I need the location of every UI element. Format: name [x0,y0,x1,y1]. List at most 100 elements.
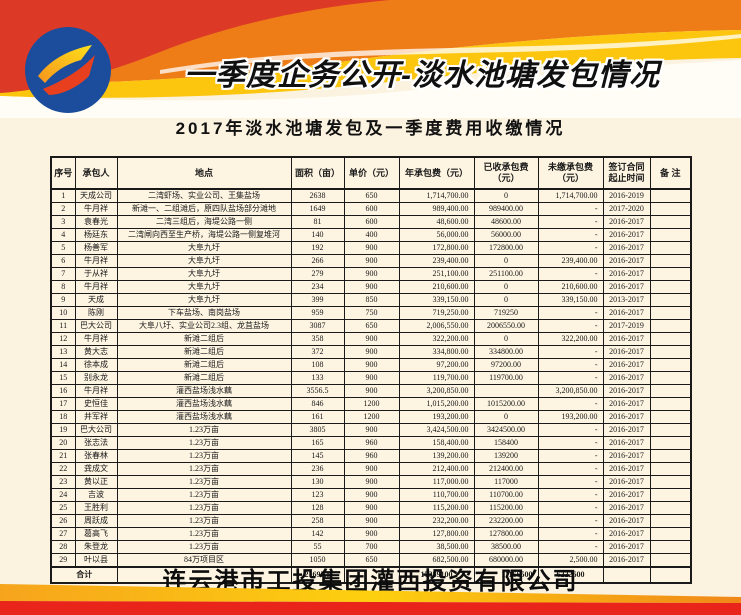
cell-location: 灌西盐场浅水藕 [116,384,292,398]
table-row: 14 徐本成 新滩二组后 108 900 97,200.00 97200.00 … [50,358,692,372]
table-row: 26 周跃成 1.23万亩 258 900 232,200.00 232200.… [50,514,692,528]
cell-annual-fee: 48,600.00 [398,215,475,229]
company-logo-icon [25,27,111,113]
cell-contractor: 朱登龙 [74,540,118,554]
cell-area: 161 [290,410,345,424]
cell-area: 192 [290,241,345,255]
cell-area: 128 [290,501,345,515]
bottom-stripe [0,584,741,615]
cell-location: 新滩二组后 [116,358,292,372]
cell-location: 1.23万亩 [116,501,292,515]
cell-contractor: 袁春光 [74,215,118,229]
cell-seq: 17 [50,397,76,411]
cell-seq: 3 [50,215,76,229]
header-unpaid-fee: 未缴承包费（元） [537,156,604,190]
cell-location: 二湾虾场、实业公司、王集盐场 [116,188,292,203]
cell-annual-fee: 239,400.00 [398,254,475,268]
table-row: 6 牛月祥 大阜九圩 266 900 239,400.00 0 239,400.… [50,254,692,268]
cell-annual-fee: 719,250.00 [398,306,475,320]
cell-location: 下车盐场、南岗盐场 [116,306,292,320]
cell-remark [649,345,692,359]
cell-contract-period: 2016-2017 [602,215,651,229]
cell-contractor: 天成 [74,293,118,307]
cell-unit-price: 900 [343,241,400,255]
cell-area: 55 [290,540,345,554]
cell-seq: 8 [50,280,76,294]
cell-contract-period: 2016-2017 [602,397,651,411]
cell-area: 279 [290,267,345,281]
table-row: 12 牛月祥 新滩二组后 358 900 322,200.00 0 322,20… [50,332,692,346]
cell-received-fee: 3424500.00 [473,423,539,437]
cell-annual-fee: 3,200,850.00 [398,384,475,398]
cell-remark [649,254,692,268]
cell-contractor: 黄大志 [74,345,118,359]
cell-received-fee: 119700.00 [473,371,539,385]
cell-area: 3805 [290,423,345,437]
cell-unpaid-fee: - [537,475,604,489]
total-row: 合计 21695.5 17389100 11166500 6222600 [50,566,692,584]
table-row: 2 牛月祥 新滩一、二组滩后，原四队盐场部分滩地 1649 600 989,40… [50,202,692,216]
cell-unpaid-fee: 322,200.00 [537,332,604,346]
table-row: 13 黄大志 新滩二组后 372 900 334,800.00 334800.0… [50,345,692,359]
cell-contractor: 牛月祥 [74,384,118,398]
header-area: 面积（亩） [290,156,345,190]
cell-contractor: 于从祥 [74,267,118,281]
cell-received-fee: 989400.00 [473,202,539,216]
cell-annual-fee: 212,400.00 [398,462,475,476]
cell-contract-period: 2016-2017 [602,254,651,268]
banner-white-swoosh [160,34,741,74]
table-row: 23 黄以正 1.23万亩 130 900 117,000.00 117000 … [50,475,692,489]
cell-seq: 2 [50,202,76,216]
cell-annual-fee: 119,700.00 [398,371,475,385]
cell-contract-period: 2013-2017 [602,293,651,307]
cell-location: 1.23万亩 [116,475,292,489]
cell-unit-price: 960 [343,449,400,463]
header-annual-fee: 年承包费（元） [398,156,475,190]
cell-area: 1649 [290,202,345,216]
cell-contract-period: 2017-2020 [602,202,651,216]
header-contractor: 承包人 [74,156,118,190]
cell-contractor: 牛月祥 [74,280,118,294]
cell-contract-period: 2016-2017 [602,306,651,320]
cell-unit-price: 960 [343,436,400,450]
cell-contract-period: 2016-2017 [602,488,651,502]
cell-remark [649,527,692,541]
cell-annual-fee: 232,200.00 [398,514,475,528]
cell-area: 234 [290,280,345,294]
cell-unit-price: 900 [343,488,400,502]
cell-unpaid-fee: 210,600.00 [537,280,604,294]
cell-contract-period: 2016-2017 [602,501,651,515]
cell-contractor: 巴大公司 [74,423,118,437]
cell-unit-price: 900 [343,527,400,541]
cell-area: 266 [290,254,345,268]
cell-area: 130 [290,475,345,489]
cell-remark [649,241,692,255]
cell-unpaid-fee: - [537,267,604,281]
cell-area: 846 [290,397,345,411]
cell-location: 1.23万亩 [116,540,292,554]
cell-location: 1.23万亩 [116,462,292,476]
table-body: 1 天成公司 二湾虾场、实业公司、王集盐场 2638 650 1,714,700… [50,188,692,568]
cell-annual-fee: 56,000.00 [398,228,475,242]
cell-received-fee: 127800.00 [473,527,539,541]
cell-seq: 28 [50,540,76,554]
cell-remark [649,293,692,307]
cell-annual-fee: 110,700.00 [398,488,475,502]
cell-seq: 6 [50,254,76,268]
cell-unpaid-fee: - [537,371,604,385]
table-row: 28 朱登龙 1.23万亩 55 700 38,500.00 38500.00 … [50,540,692,554]
cell-received-fee: 0 [473,293,539,307]
cell-unpaid-fee: 193,200.00 [537,410,604,424]
cell-unpaid-fee: - [537,306,604,320]
cell-remark [649,319,692,333]
cell-location: 大阜九圩 [116,280,292,294]
cell-unit-price: 900 [343,254,400,268]
cell-seq: 9 [50,293,76,307]
cell-annual-fee: 97,200.00 [398,358,475,372]
cell-unpaid-fee: - [537,501,604,515]
cell-contractor: 杨善军 [74,241,118,255]
table-row: 7 于从祥 大阜九圩 279 900 251,100.00 251100.00 … [50,267,692,281]
cell-unpaid-fee: 3,200,850.00 [537,384,604,398]
cell-seq: 26 [50,514,76,528]
cell-annual-fee: 2,006,550.00 [398,319,475,333]
